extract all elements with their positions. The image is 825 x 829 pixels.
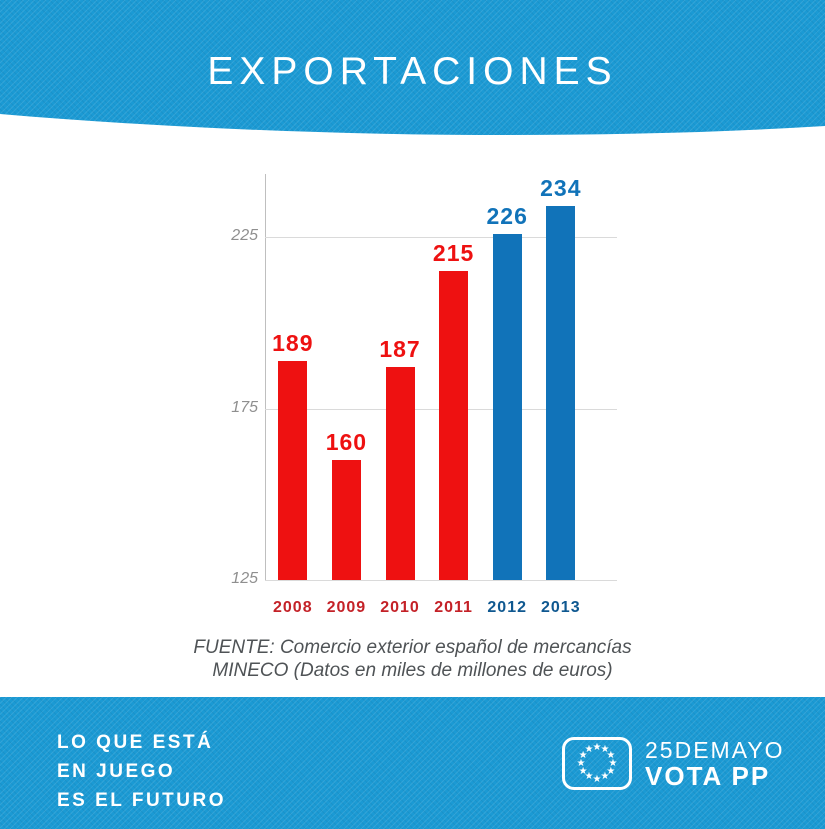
star-icon: ★: [584, 771, 594, 783]
x-tick-label-2010: 2010: [380, 599, 420, 616]
y-tick-label-175: 175: [231, 398, 258, 416]
slogan-line-3: ES EL FUTURO: [57, 790, 226, 811]
bar-2010: [385, 367, 415, 580]
bar-value-label-2009: 160: [325, 428, 368, 455]
bar-value-label-2008: 189: [272, 329, 314, 356]
star-icon: ★: [592, 773, 602, 785]
star-icon: ★: [578, 749, 588, 761]
bar-value-label-2010: 187: [379, 336, 421, 363]
header-band: EXPORTACIONES: [0, 0, 825, 155]
source-line-2: MINECO (Datos en miles de millones de eu…: [212, 660, 613, 681]
star-icon: ★: [576, 757, 586, 769]
x-tick-label-2009: 2009: [326, 599, 367, 616]
y-tick-label-225: 225: [231, 227, 258, 244]
x-tick-label-2013: 2013: [541, 599, 581, 616]
x-tick-label-2008: 2008: [273, 599, 313, 616]
gridline-125: [265, 580, 617, 581]
star-icon: ★: [600, 771, 610, 783]
x-tick-label-2011: 2011: [434, 599, 473, 616]
x-tick-label-2012: 2012: [487, 599, 527, 616]
gridline-225: [265, 237, 617, 238]
bar-2011: [439, 271, 469, 580]
star-icon: ★: [608, 757, 618, 769]
footer-band: LO QUE ESTÁ EN JUEGO ES EL FUTURO ★ ★ ★ ★ ★ ★…: [0, 697, 825, 829]
campaign-slogan: LO QUE ESTÁ EN JUEGO ES EL FUTURO: [57, 728, 226, 815]
header-wave-shape: [0, 114, 825, 155]
bar-2008: [278, 360, 308, 580]
source-line-1: FUENTE: Comercio exterior español de mer…: [193, 637, 632, 658]
star-icon: ★: [606, 765, 616, 777]
vote-pp-label: VOTA PP: [645, 761, 771, 791]
bar-value-label-2012: 226: [486, 202, 528, 229]
bar-value-label-2011: 215: [432, 240, 475, 267]
bar-2013: [546, 206, 576, 580]
star-icon: ★: [600, 743, 610, 755]
bar-2009: [331, 459, 361, 580]
slogan-line-2: EN JUEGO: [57, 761, 176, 782]
star-icon: ★: [584, 743, 594, 755]
bar-2012: [492, 233, 522, 580]
y-tick-label-125: 125: [231, 570, 258, 587]
y-axis-line: [265, 174, 266, 580]
bar-value-label-2013: 234: [540, 175, 582, 202]
star-icon: ★: [606, 749, 616, 761]
source-caption: FUENTE: Comercio exterior español de mer…: [0, 636, 825, 682]
star-icon: ★: [592, 741, 602, 753]
page-title: EXPORTACIONES: [207, 50, 618, 93]
eu-stars-logo-icon: ★ ★ ★ ★ ★ ★ ★ ★ ★ ★ ★ ★: [562, 737, 632, 790]
star-icon: ★: [578, 765, 588, 777]
slogan-line-1: LO QUE ESTÁ: [57, 732, 214, 753]
campaign-date-label: 25DEMAYO: [645, 737, 785, 763]
